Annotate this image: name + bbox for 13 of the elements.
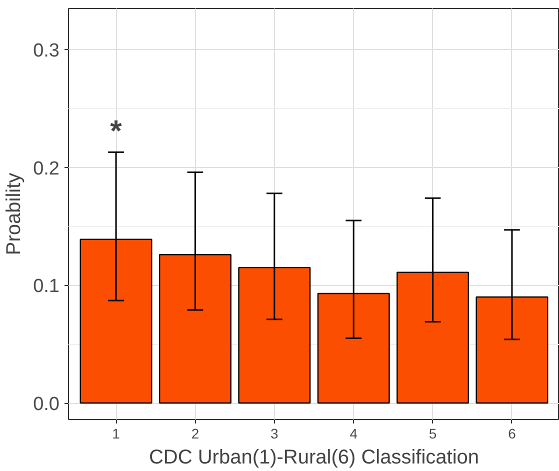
- x-tick-label: 3: [270, 426, 279, 442]
- y-tick-label: 0.3: [33, 40, 60, 62]
- y-tick-label: 0.1: [33, 276, 60, 298]
- x-tick-label: 5: [428, 426, 437, 442]
- x-tick-label: 6: [508, 426, 516, 442]
- x-tick-label: 2: [191, 426, 200, 442]
- y-tick-label: 0.2: [33, 158, 60, 180]
- annotation: *: [110, 115, 122, 148]
- x-tick-label: 4: [350, 426, 358, 442]
- y-tick-label: 0.0: [33, 394, 60, 416]
- x-tick-label: 1: [112, 426, 120, 442]
- x-axis-title: CDC Urban(1)-Rural(6) Classification: [148, 446, 480, 468]
- y-axis-title: Proability: [3, 172, 26, 256]
